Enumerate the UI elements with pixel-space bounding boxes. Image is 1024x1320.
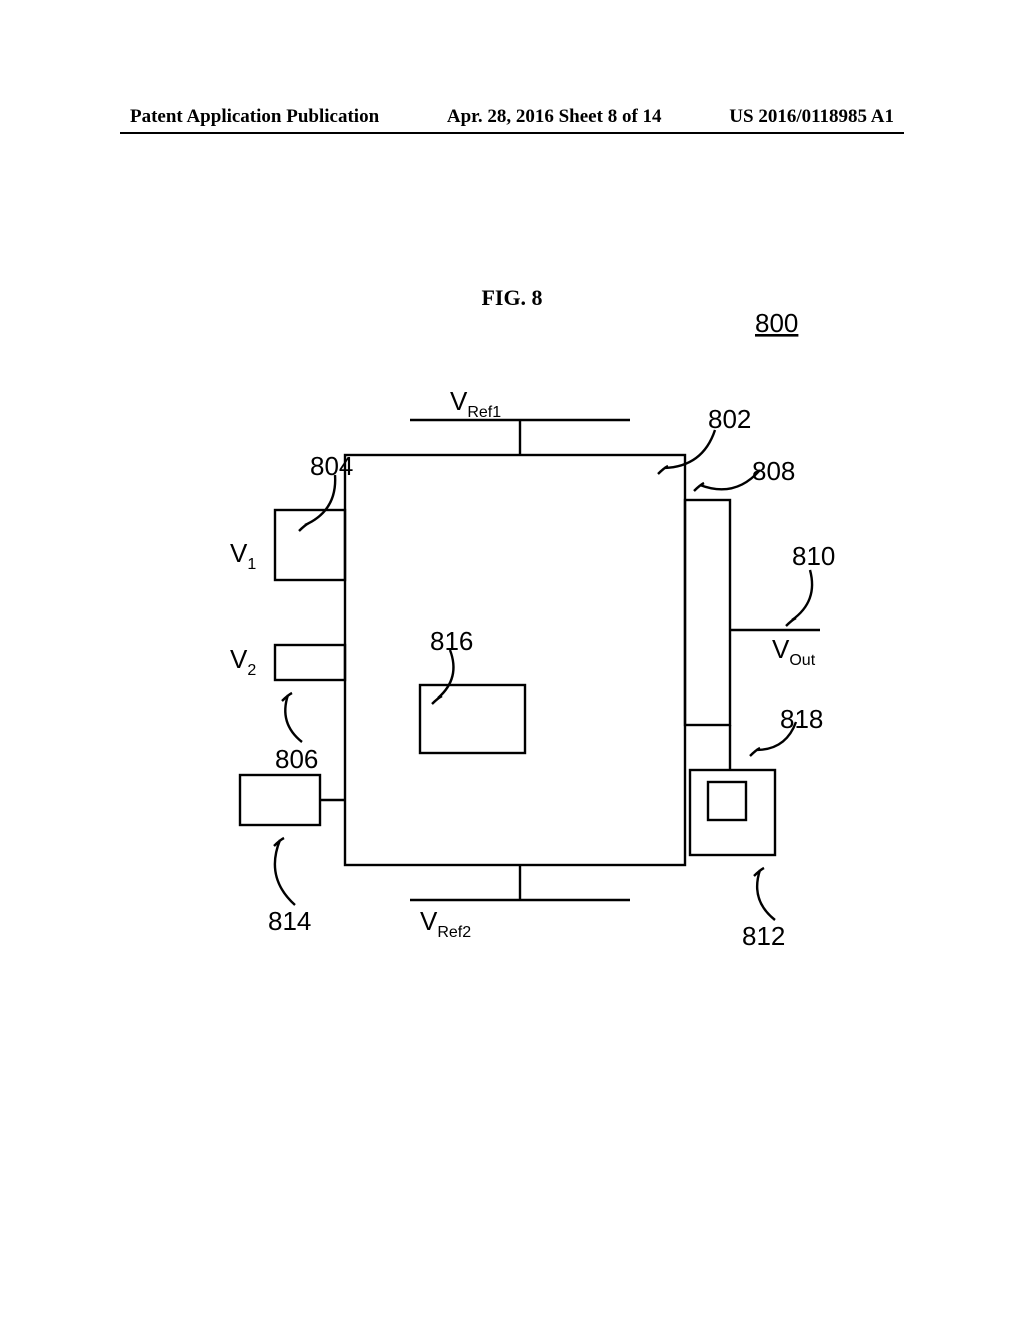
label-802: 802 bbox=[708, 404, 751, 434]
block-804 bbox=[275, 510, 345, 580]
label-vref1: VRef1 bbox=[450, 386, 501, 421]
fig-ref-number: 800 bbox=[755, 310, 798, 338]
header-right: US 2016/0118985 A1 bbox=[729, 106, 894, 128]
block-816 bbox=[420, 685, 525, 753]
label-812: 812 bbox=[742, 921, 785, 951]
block-814 bbox=[240, 775, 320, 825]
label-vout: VOut bbox=[772, 634, 816, 669]
label-808: 808 bbox=[752, 456, 795, 486]
label-814: 814 bbox=[268, 906, 311, 936]
block-812-inner bbox=[708, 782, 746, 820]
callout-arc-806 bbox=[282, 693, 302, 742]
callout-arc-810 bbox=[786, 570, 812, 626]
label-816: 816 bbox=[430, 626, 473, 656]
block-806 bbox=[275, 645, 345, 680]
label-804: 804 bbox=[310, 451, 353, 481]
figure-svg: 800 VRef1 VRef2 V1 V2 VOut 802 804 bbox=[120, 310, 900, 1010]
header-left: Patent Application Publication bbox=[130, 106, 379, 128]
callout-arc-808 bbox=[694, 470, 760, 491]
page: Patent Application Publication Apr. 28, … bbox=[0, 0, 1024, 1320]
block-808 bbox=[685, 500, 730, 725]
callout-arc-804 bbox=[299, 475, 335, 531]
label-v2: V2 bbox=[230, 644, 256, 679]
header-center: Apr. 28, 2016 Sheet 8 of 14 bbox=[447, 106, 662, 128]
callout-arc-814 bbox=[274, 838, 295, 905]
label-806: 806 bbox=[275, 744, 318, 774]
label-vref2: VRef2 bbox=[420, 906, 471, 941]
header-rule bbox=[120, 132, 904, 134]
callout-arc-812 bbox=[754, 868, 775, 920]
callout-arc-802 bbox=[658, 430, 715, 474]
label-810: 810 bbox=[792, 541, 835, 571]
label-v1: V1 bbox=[230, 538, 256, 573]
label-818: 818 bbox=[780, 704, 823, 734]
callout-arc-816 bbox=[432, 650, 453, 704]
page-header: Patent Application Publication Apr. 28, … bbox=[0, 106, 1024, 128]
figure-title: FIG. 8 bbox=[0, 285, 1024, 311]
figure-area: 800 VRef1 VRef2 V1 V2 VOut 802 804 bbox=[120, 310, 900, 1010]
main-block-802 bbox=[345, 455, 685, 865]
